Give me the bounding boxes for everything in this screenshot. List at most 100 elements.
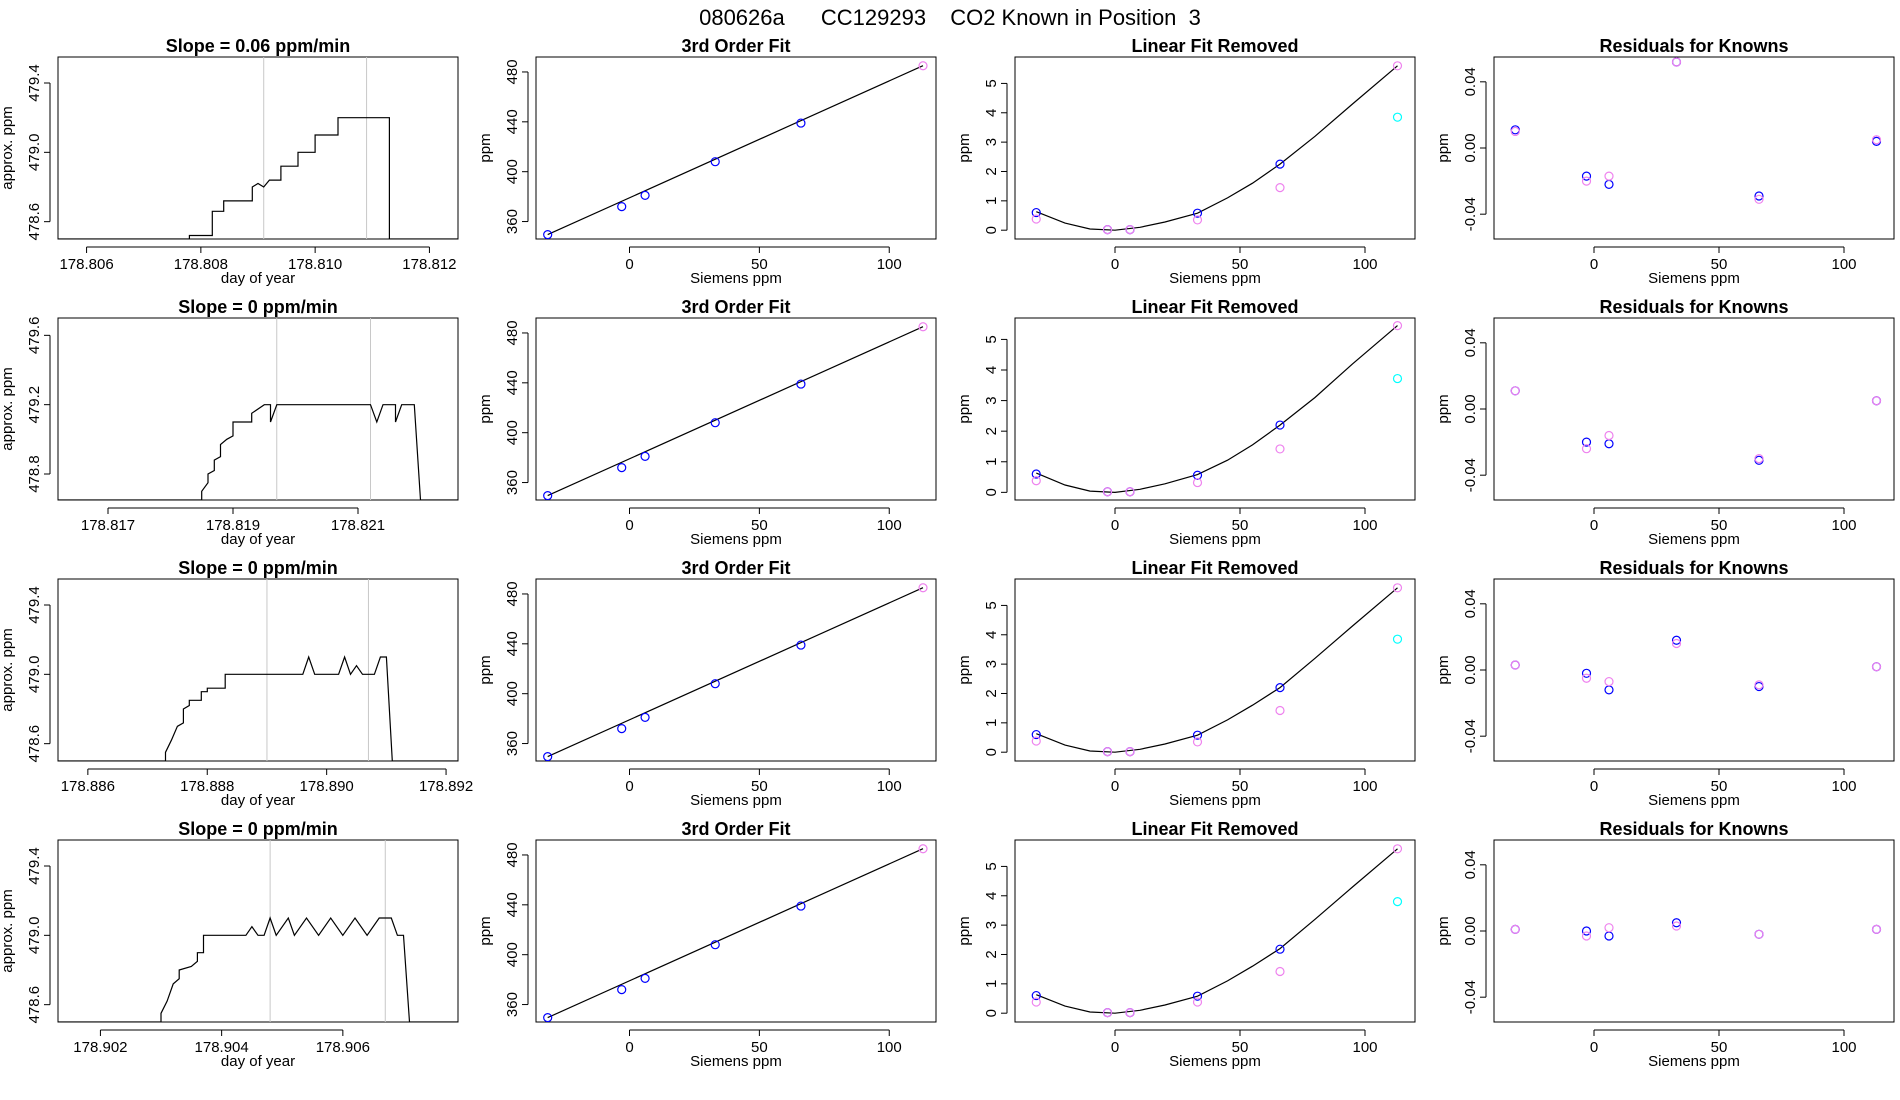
x-axis-label: Siemens ppm <box>690 1053 782 1070</box>
point-marker-magenta <box>1581 931 1592 941</box>
x-axis-label: Siemens ppm <box>690 531 782 548</box>
y-axis-label: ppm <box>477 133 494 162</box>
point-marker-blue <box>1581 668 1592 678</box>
x-axis-label: Siemens ppm <box>1169 270 1261 287</box>
point-marker-cyan <box>1392 634 1403 644</box>
point-marker-blue <box>543 230 553 239</box>
y-axis-label: approx. ppm <box>0 889 16 972</box>
y-tick-label: 480 <box>504 59 521 84</box>
y-tick-label: 480 <box>504 842 521 867</box>
point-marker-magenta <box>1125 225 1135 235</box>
plot-frame <box>535 317 937 501</box>
y-tick-label: 2 <box>983 167 1000 175</box>
y-axis-label: approx. ppm <box>0 367 16 450</box>
plot-frame <box>1014 56 1416 240</box>
point-marker-magenta <box>1581 444 1592 454</box>
y-tick-label: 1 <box>983 197 1000 205</box>
x-tick-label: 50 <box>1711 256 1728 273</box>
point-marker-magenta <box>1604 923 1614 933</box>
y-tick-label: 0.04 <box>1462 328 1479 357</box>
point-marker-magenta <box>1754 680 1764 690</box>
x-tick-label: 100 <box>1352 256 1377 273</box>
y-axis-label: ppm <box>477 394 494 423</box>
point-marker-magenta <box>1031 476 1041 486</box>
time-series-line <box>58 404 458 500</box>
x-tick-label: 0 <box>1590 778 1598 795</box>
point-marker-blue <box>1604 439 1614 449</box>
y-tick-label: 440 <box>504 370 521 395</box>
point-marker-magenta <box>1125 1008 1135 1018</box>
panel-r3-c3: Linear Fit Removed 0 50 100 Siemens ppm 0 1 2 3 4… <box>956 558 1416 809</box>
point-marker-blue <box>1031 207 1041 218</box>
panel-title: Linear Fit Removed <box>1131 297 1298 317</box>
point-marker-magenta <box>1102 487 1113 497</box>
y-tick-label: 400 <box>504 420 521 445</box>
fit-curve <box>1036 848 1398 1014</box>
y-tick-label: 479.0 <box>26 917 43 955</box>
x-tick-label: 50 <box>1711 778 1728 795</box>
x-axis-label: Siemens ppm <box>1648 270 1740 287</box>
y-tick-label: 2 <box>983 689 1000 697</box>
plot-frame <box>57 578 459 762</box>
point-marker-blue <box>1031 990 1041 1001</box>
y-tick-label: 0 <box>983 488 1000 496</box>
point-marker-magenta <box>1510 660 1520 670</box>
plot-area <box>58 318 458 500</box>
plot-area <box>58 840 458 1022</box>
y-tick-label: 479.0 <box>26 656 43 694</box>
point-marker-magenta <box>1102 747 1113 757</box>
point-marker-blue <box>543 491 553 500</box>
plot-area <box>543 583 928 761</box>
point-marker-magenta <box>1671 638 1682 649</box>
y-axis-label: ppm <box>1435 133 1452 162</box>
point-marker-blue <box>640 712 650 722</box>
point-marker-magenta <box>1102 225 1113 235</box>
y-tick-label: 0.04 <box>1462 850 1479 879</box>
point-marker-magenta <box>1275 183 1285 193</box>
point-marker-magenta <box>1031 736 1041 746</box>
point-marker-magenta <box>1192 477 1203 488</box>
point-marker-blue <box>796 379 806 389</box>
page-title: 080626a CC129293 CO2 Known in Position 3 <box>699 5 1201 30</box>
point-marker-magenta <box>1604 430 1614 441</box>
point-marker-blue <box>796 118 806 128</box>
y-axis-label: ppm <box>1435 394 1452 423</box>
panel-title: Linear Fit Removed <box>1131 558 1298 578</box>
y-tick-label: -0.04 <box>1462 980 1479 1014</box>
x-tick-label: 100 <box>877 1039 902 1056</box>
x-tick-label: 50 <box>751 778 768 795</box>
x-tick-label: 0 <box>1590 256 1598 273</box>
point-marker-blue <box>1031 729 1041 740</box>
plot-area <box>1031 844 1403 1018</box>
y-tick-label: 480 <box>504 581 521 606</box>
x-tick-label: 178.808 <box>174 256 228 273</box>
y-tick-label: 0.00 <box>1462 655 1479 684</box>
panel-r1-c4: Residuals for Knowns 0 50 100 Siemens ppm -0.… <box>1435 36 1895 287</box>
x-tick-label: 178.892 <box>419 778 473 795</box>
y-tick-label: 5 <box>983 601 1000 609</box>
x-tick-label: 100 <box>1352 778 1377 795</box>
point-marker-magenta <box>1192 737 1203 747</box>
y-tick-label: 400 <box>504 159 521 184</box>
point-marker-blue <box>543 1013 553 1022</box>
x-axis-label: Siemens ppm <box>1169 531 1261 548</box>
x-tick-label: 178.819 <box>206 517 260 534</box>
plot-area <box>1031 583 1403 757</box>
point-marker-blue <box>1604 685 1614 695</box>
y-tick-label: 5 <box>983 862 1000 870</box>
panel-r1-c1: Slope = 0.06 ppm/min 178.806 178.808 178.81… <box>0 36 459 287</box>
y-axis-label: ppm <box>477 655 494 684</box>
x-tick-label: 0 <box>625 256 633 273</box>
x-tick-label: 178.806 <box>59 256 113 273</box>
point-marker-blue <box>617 723 627 734</box>
point-marker-blue <box>640 190 650 200</box>
y-tick-label: 478.8 <box>26 455 43 493</box>
panel-title: Residuals for Knowns <box>1599 297 1788 317</box>
point-marker-magenta <box>1392 583 1403 593</box>
x-tick-label: 178.904 <box>195 1039 249 1056</box>
y-tick-label: 0 <box>983 1009 1000 1017</box>
y-axis-label: ppm <box>956 655 973 684</box>
point-marker-blue <box>796 901 806 911</box>
fit-curve <box>547 587 924 758</box>
